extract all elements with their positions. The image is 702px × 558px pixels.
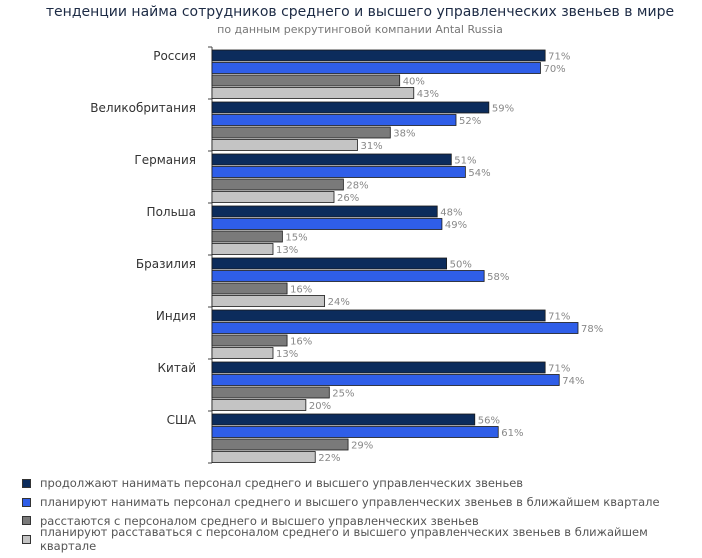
bar [211,114,457,126]
data-label: 59% [492,104,514,115]
data-label: 26% [337,193,359,204]
category-label: Индия [156,309,196,323]
bar [211,218,443,230]
bar [211,139,358,151]
data-label: 74% [562,376,584,387]
category-label: Великобритания [90,101,196,115]
data-label: 22% [318,453,340,464]
chart-subtitle: по данным рекрутинговой компании Antal R… [217,23,503,36]
data-label: 13% [276,245,298,256]
bar [211,282,288,295]
bar [211,374,560,386]
data-label: 71% [548,52,570,63]
bar [211,413,476,426]
bar [211,153,452,166]
data-label: 43% [417,89,439,100]
data-label: 54% [468,168,490,179]
data-label: 51% [454,156,476,167]
data-label: 15% [285,233,307,244]
legend-label: продолжают нанимать персонал среднего и … [40,476,524,491]
data-label: 58% [487,272,509,283]
category-label: Бразилия [136,257,196,271]
data-label: 48% [440,208,462,219]
bar [211,347,274,359]
data-label: 28% [346,181,368,192]
bar [211,166,466,178]
data-label: 49% [445,220,467,231]
category-label: Китай [158,361,196,375]
bar [211,230,283,243]
bar [211,49,546,62]
legend-item: расстаются с персоналом среднего и высше… [22,511,702,530]
bar [211,361,546,374]
legend-item: планируют нанимать персонал среднего и в… [22,493,702,512]
bar [211,438,349,451]
bar [211,386,330,399]
legend-item: продолжают нанимать персонал среднего и … [22,474,702,493]
bar [211,257,448,270]
data-label: 71% [548,364,570,375]
legend-swatch [22,478,31,488]
data-label: 52% [459,116,481,127]
legend-swatch [22,516,31,526]
data-label: 61% [501,428,523,439]
legend-label: расстаются с персоналом среднего и высше… [40,513,479,528]
data-label: 38% [393,129,415,140]
bar [211,178,344,191]
legend-label: планируют расставаться с персоналом сред… [39,525,648,554]
data-label: 24% [328,297,350,308]
bar [211,205,438,218]
chart-title: тенденции найма сотрудников среднего и в… [45,4,675,20]
legend-swatch [22,497,31,507]
bar [211,451,316,463]
category-label: Германия [134,153,196,167]
category-label: Россия [153,49,196,63]
bar [211,334,288,347]
data-label: 25% [332,389,354,400]
bar [211,309,546,322]
data-label: 13% [276,349,298,360]
legend-item: планируют расставаться с персоналом сред… [22,525,702,553]
bar [211,74,401,87]
bar [211,295,326,307]
bar [211,101,490,114]
data-label: 56% [478,416,500,427]
bar [211,322,579,334]
data-label: 70% [543,64,565,75]
bar-chart: Россия 71%70%40%43%Великобритания 59%52%38… [90,46,603,464]
legend-swatch [22,534,31,544]
bar [211,126,391,139]
data-label: 16% [290,285,312,296]
bar [211,243,274,255]
data-label: 20% [309,401,331,412]
bar [211,191,335,203]
bar [211,62,541,74]
category-label: Польша [147,205,196,219]
data-label: 16% [290,337,312,348]
bar [211,87,415,99]
bar [211,270,485,282]
legend: продолжают нанимать персонал среднего и … [22,474,702,553]
data-label: 78% [581,324,603,335]
legend-label: планируют нанимать персонал среднего и в… [40,495,660,510]
bar [211,426,499,438]
data-label: 71% [548,312,570,323]
bar [211,399,307,411]
data-label: 50% [450,260,472,271]
data-label: 40% [403,77,425,88]
category-label: США [167,413,197,427]
data-label: 29% [351,441,373,452]
data-label: 31% [360,141,382,152]
